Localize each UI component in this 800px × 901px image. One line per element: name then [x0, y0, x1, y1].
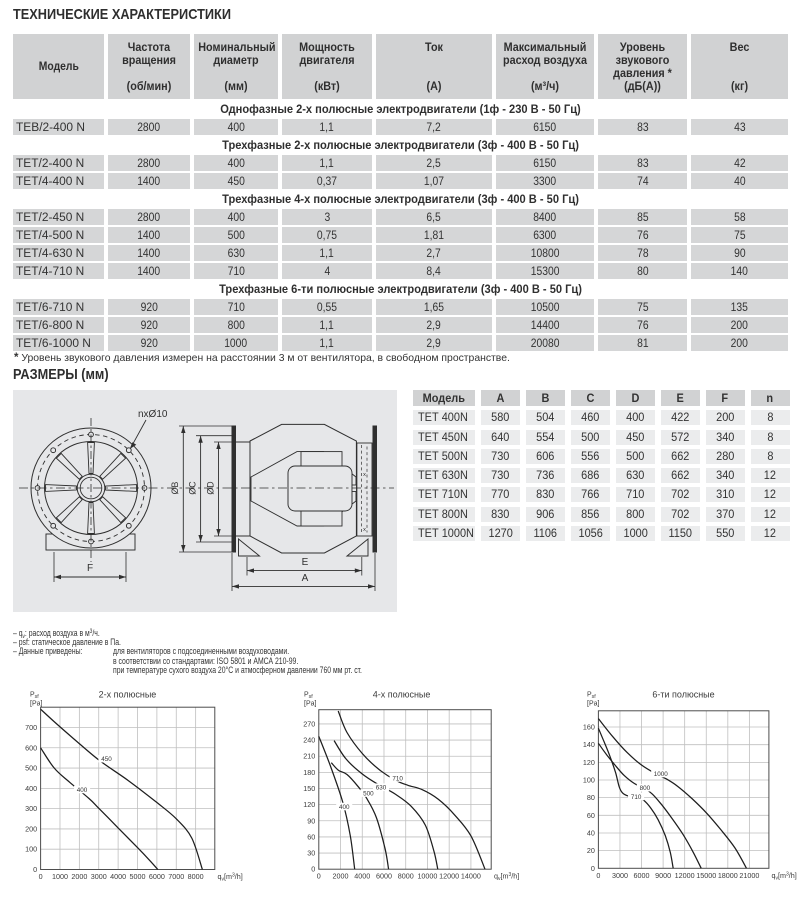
svg-text:80: 80: [587, 793, 595, 802]
svg-text:240: 240: [303, 736, 315, 745]
svg-text:A: A: [302, 573, 309, 584]
svg-text:630: 630: [376, 785, 387, 792]
svg-text:[Pa]: [Pa]: [587, 701, 600, 708]
svg-text:600: 600: [25, 743, 37, 752]
svg-text:30: 30: [307, 849, 315, 858]
svg-text:qv[m3/h]: qv[m3/h]: [772, 871, 797, 882]
svg-text:qv[m3/h]: qv[m3/h]: [494, 872, 519, 883]
svg-text:10000: 10000: [417, 872, 437, 881]
svg-text:710: 710: [392, 775, 403, 782]
svg-text:8000: 8000: [398, 872, 414, 881]
svg-text:qv[m3/h]: qv[m3/h]: [218, 872, 243, 883]
svg-text:x: x: [363, 527, 366, 533]
svg-text:700: 700: [25, 723, 37, 732]
svg-text:180: 180: [303, 768, 315, 777]
svg-text:5000: 5000: [130, 872, 146, 881]
svg-text:[Pa]: [Pa]: [304, 701, 317, 708]
svg-text:0: 0: [311, 865, 315, 874]
svg-text:800: 800: [640, 785, 651, 792]
svg-text:20: 20: [587, 846, 595, 855]
svg-text:0: 0: [39, 872, 43, 881]
svg-text:0: 0: [317, 872, 321, 881]
svg-text:400: 400: [25, 784, 37, 793]
svg-text:14000: 14000: [461, 872, 481, 881]
svg-text:100: 100: [25, 845, 37, 854]
svg-text:3000: 3000: [91, 872, 107, 881]
svg-text:F: F: [87, 563, 93, 574]
svg-text:ØC: ØC: [188, 481, 198, 495]
svg-text:120: 120: [583, 758, 595, 767]
svg-text:2-х полюсные: 2-х полюсные: [99, 690, 157, 700]
svg-text:500: 500: [25, 764, 37, 773]
svg-text:4-х полюсные: 4-х полюсные: [373, 690, 431, 700]
svg-text:12000: 12000: [675, 871, 695, 880]
svg-text:1000: 1000: [654, 771, 669, 778]
svg-text:18000: 18000: [718, 871, 738, 880]
svg-text:Psf: Psf: [587, 692, 596, 700]
svg-text:90: 90: [307, 816, 315, 825]
svg-text:nxØ10: nxØ10: [138, 409, 168, 420]
svg-text:9000: 9000: [655, 871, 671, 880]
svg-text:12000: 12000: [439, 872, 459, 881]
svg-text:1000: 1000: [52, 872, 68, 881]
svg-text:400: 400: [77, 787, 88, 794]
svg-text:500: 500: [363, 791, 374, 798]
svg-text:450: 450: [101, 756, 112, 763]
svg-text:15000: 15000: [696, 871, 716, 880]
svg-text:300: 300: [25, 804, 37, 813]
svg-text:6000: 6000: [149, 872, 165, 881]
svg-text:210: 210: [303, 752, 315, 761]
svg-text:150: 150: [303, 784, 315, 793]
svg-text:ØD: ØD: [206, 481, 216, 494]
svg-text:0: 0: [591, 864, 595, 873]
svg-text:8000: 8000: [188, 872, 204, 881]
svg-text:6-ти полюсные: 6-ти полюсные: [652, 690, 714, 700]
svg-text:0: 0: [33, 865, 37, 874]
svg-text:6000: 6000: [634, 871, 650, 880]
svg-text:60: 60: [307, 832, 315, 841]
svg-text:270: 270: [303, 719, 315, 728]
svg-text:21000: 21000: [739, 871, 759, 880]
svg-text:7000: 7000: [168, 872, 184, 881]
svg-text:2000: 2000: [71, 872, 87, 881]
svg-text:[Pa]: [Pa]: [30, 701, 43, 708]
svg-text:710: 710: [631, 794, 642, 801]
svg-text:Psf: Psf: [304, 692, 313, 700]
svg-text:6000: 6000: [376, 872, 392, 881]
svg-text:120: 120: [303, 800, 315, 809]
svg-text:2000: 2000: [333, 872, 349, 881]
svg-text:ØB: ØB: [170, 482, 180, 495]
svg-text:100: 100: [583, 776, 595, 785]
svg-text:60: 60: [587, 811, 595, 820]
svg-text:4000: 4000: [110, 872, 126, 881]
svg-text:140: 140: [583, 740, 595, 749]
svg-text:200: 200: [25, 824, 37, 833]
svg-text:E: E: [302, 557, 309, 568]
svg-text:0: 0: [596, 871, 600, 880]
svg-text:160: 160: [583, 723, 595, 732]
svg-text:4000: 4000: [354, 872, 370, 881]
svg-text:3000: 3000: [612, 871, 628, 880]
svg-text:Psf: Psf: [30, 692, 39, 700]
svg-text:x: x: [363, 472, 366, 478]
svg-text:400: 400: [339, 804, 350, 811]
svg-text:40: 40: [587, 828, 595, 837]
